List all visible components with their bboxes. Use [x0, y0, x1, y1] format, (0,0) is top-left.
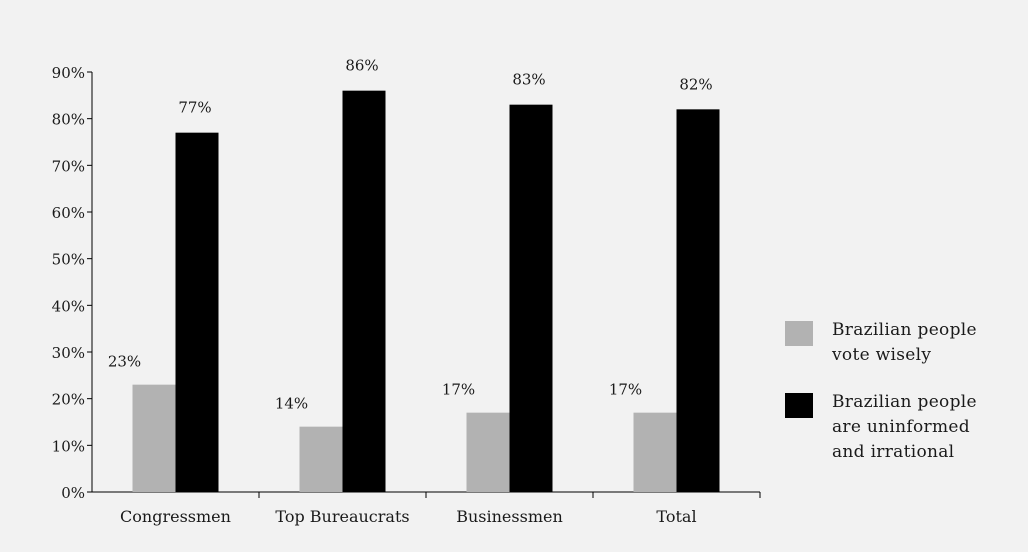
legend-swatch-vote-wisely — [785, 321, 813, 346]
data-label: 77% — [178, 99, 211, 117]
legend-label-uninformed: Brazilian people are uninformed and irra… — [832, 392, 977, 462]
legend-label-vote-wisely: Brazilian people vote wisely — [832, 320, 977, 365]
y-tick-label: 50% — [52, 251, 85, 269]
y-tick-label: 60% — [52, 204, 85, 222]
bar — [509, 104, 553, 493]
bar — [342, 90, 386, 493]
bar — [633, 412, 677, 492]
bar — [466, 412, 510, 492]
category-label: Total — [656, 507, 696, 526]
legend-item-uninformed: Brazilian people are uninformed and irra… — [785, 390, 1015, 465]
category-label: Top Bureaucrats — [275, 507, 409, 526]
y-tick-label: 0% — [61, 484, 85, 502]
category-label: Businessmen — [456, 507, 563, 526]
legend: Brazilian people vote wisely Brazilian p… — [785, 318, 1015, 487]
legend-item-vote-wisely: Brazilian people vote wisely — [785, 318, 1015, 368]
bar — [132, 384, 176, 492]
y-tick-label: 70% — [52, 157, 85, 175]
data-label: 14% — [275, 395, 308, 413]
data-label: 82% — [679, 75, 712, 93]
data-label: 17% — [442, 381, 475, 399]
category-label: Congressmen — [120, 507, 231, 526]
bar — [299, 426, 343, 492]
bar — [676, 109, 720, 492]
legend-swatch-uninformed — [785, 393, 813, 418]
y-tick-label: 10% — [52, 437, 85, 455]
y-tick-label: 90% — [52, 64, 85, 82]
data-label: 86% — [345, 57, 378, 75]
data-label: 17% — [609, 381, 642, 399]
y-tick-label: 80% — [52, 111, 85, 129]
y-tick-label: 20% — [52, 391, 85, 409]
y-tick-label: 40% — [52, 297, 85, 315]
y-tick-label: 30% — [52, 344, 85, 362]
data-label: 23% — [108, 353, 141, 371]
data-label: 83% — [512, 71, 545, 89]
bar — [175, 132, 219, 492]
